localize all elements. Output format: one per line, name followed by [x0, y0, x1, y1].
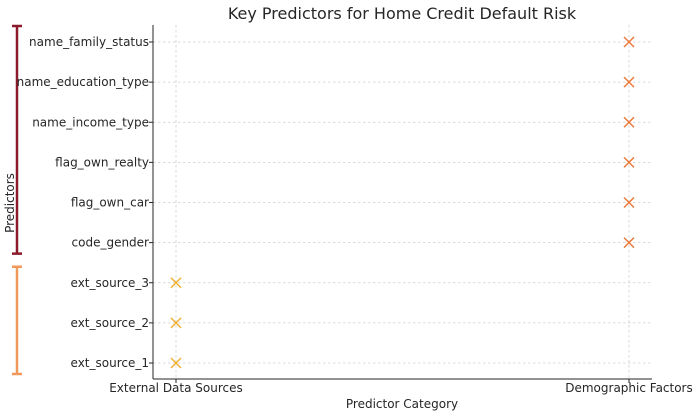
grid — [153, 25, 652, 379]
data-point — [170, 277, 182, 289]
marker-stroke — [623, 156, 635, 168]
data-point — [623, 237, 635, 249]
marker-stroke — [170, 317, 182, 329]
y-tick-label: ext_source_3 — [71, 276, 149, 290]
x-axis-label: Predictor Category — [346, 397, 458, 411]
group-brackets — [12, 24, 22, 376]
data-point — [623, 36, 635, 48]
marker-stroke — [623, 116, 635, 128]
y-tick-labels: ext_source_1 ext_source_2 ext_source_3 code… — [17, 35, 153, 370]
data-point — [170, 317, 182, 329]
marker-stroke — [623, 76, 635, 88]
group-bracket — [12, 24, 22, 255]
y-tick-label: code_gender — [72, 236, 150, 250]
data-point — [623, 116, 635, 128]
data-point — [623, 196, 635, 209]
data-point — [623, 156, 635, 168]
marker-stroke — [170, 277, 182, 289]
chart-title: Key Predictors for Home Credit Default R… — [228, 4, 577, 23]
y-tick-label: flag_own_car — [71, 196, 149, 210]
y-tick-label: ext_source_1 — [71, 356, 149, 370]
x-tick-labels: External Data Sources Demographic Factors — [109, 379, 693, 395]
y-axis-label: Predictors — [3, 173, 17, 233]
group-bracket — [12, 265, 22, 376]
axes — [152, 25, 652, 380]
x-tick-label: External Data Sources — [109, 381, 243, 395]
y-tick-label: ext_source_2 — [71, 316, 149, 330]
data-point — [623, 76, 635, 88]
y-tick-label: flag_own_realty — [55, 155, 149, 169]
marker-stroke — [623, 196, 635, 209]
marker-stroke — [623, 237, 635, 249]
marker-stroke — [170, 357, 182, 369]
y-tick-label: name_income_type — [32, 115, 149, 129]
x-tick-label: Demographic Factors — [565, 381, 693, 395]
data-points — [170, 36, 635, 369]
y-tick-label: name_education_type — [17, 75, 149, 89]
y-tick-label: name_family_status — [29, 35, 149, 49]
data-point — [170, 357, 182, 369]
marker-stroke — [623, 36, 635, 48]
